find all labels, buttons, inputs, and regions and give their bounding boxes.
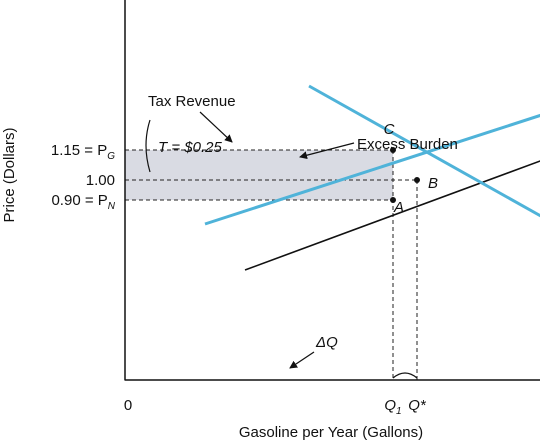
point-a-label: A [393, 199, 404, 216]
ytick-pg: 1.15 = PG [51, 142, 115, 162]
tax-brace [145, 119, 151, 173]
tax-label: T = $0.25 [158, 139, 222, 156]
point-c-label: C [384, 121, 395, 138]
delta-q-label: ΔQ [315, 334, 338, 351]
x-axis-title: Gasoline per Year (Gallons) [239, 424, 423, 440]
ytick-pn: 0.90 = PN [51, 192, 115, 212]
xtick-q1: Q1 [384, 397, 401, 417]
point-b-label: B [428, 175, 438, 192]
delta-q-arrow [289, 351, 315, 369]
tax-revenue-label: Tax Revenue [148, 93, 236, 110]
supply-with-tax-line [204, 113, 540, 226]
tax-revenue-region [125, 150, 393, 200]
xtick-qstar: Q* [408, 397, 427, 414]
point-a-dot [390, 197, 396, 203]
ytick-100: 1.00 [86, 172, 115, 189]
point-c-dot [390, 147, 396, 153]
y-axis-title: Price (Dollars) [1, 127, 18, 222]
point-b-dot [414, 177, 420, 183]
excess-burden-label: Excess Burden [357, 136, 458, 153]
delta-q-brace [392, 372, 418, 379]
demand-line [308, 84, 540, 218]
supply-line [244, 160, 540, 271]
origin-label: 0 [124, 397, 132, 414]
excess-burden-arrow [299, 142, 355, 160]
tax-revenue-arrow [199, 111, 233, 143]
